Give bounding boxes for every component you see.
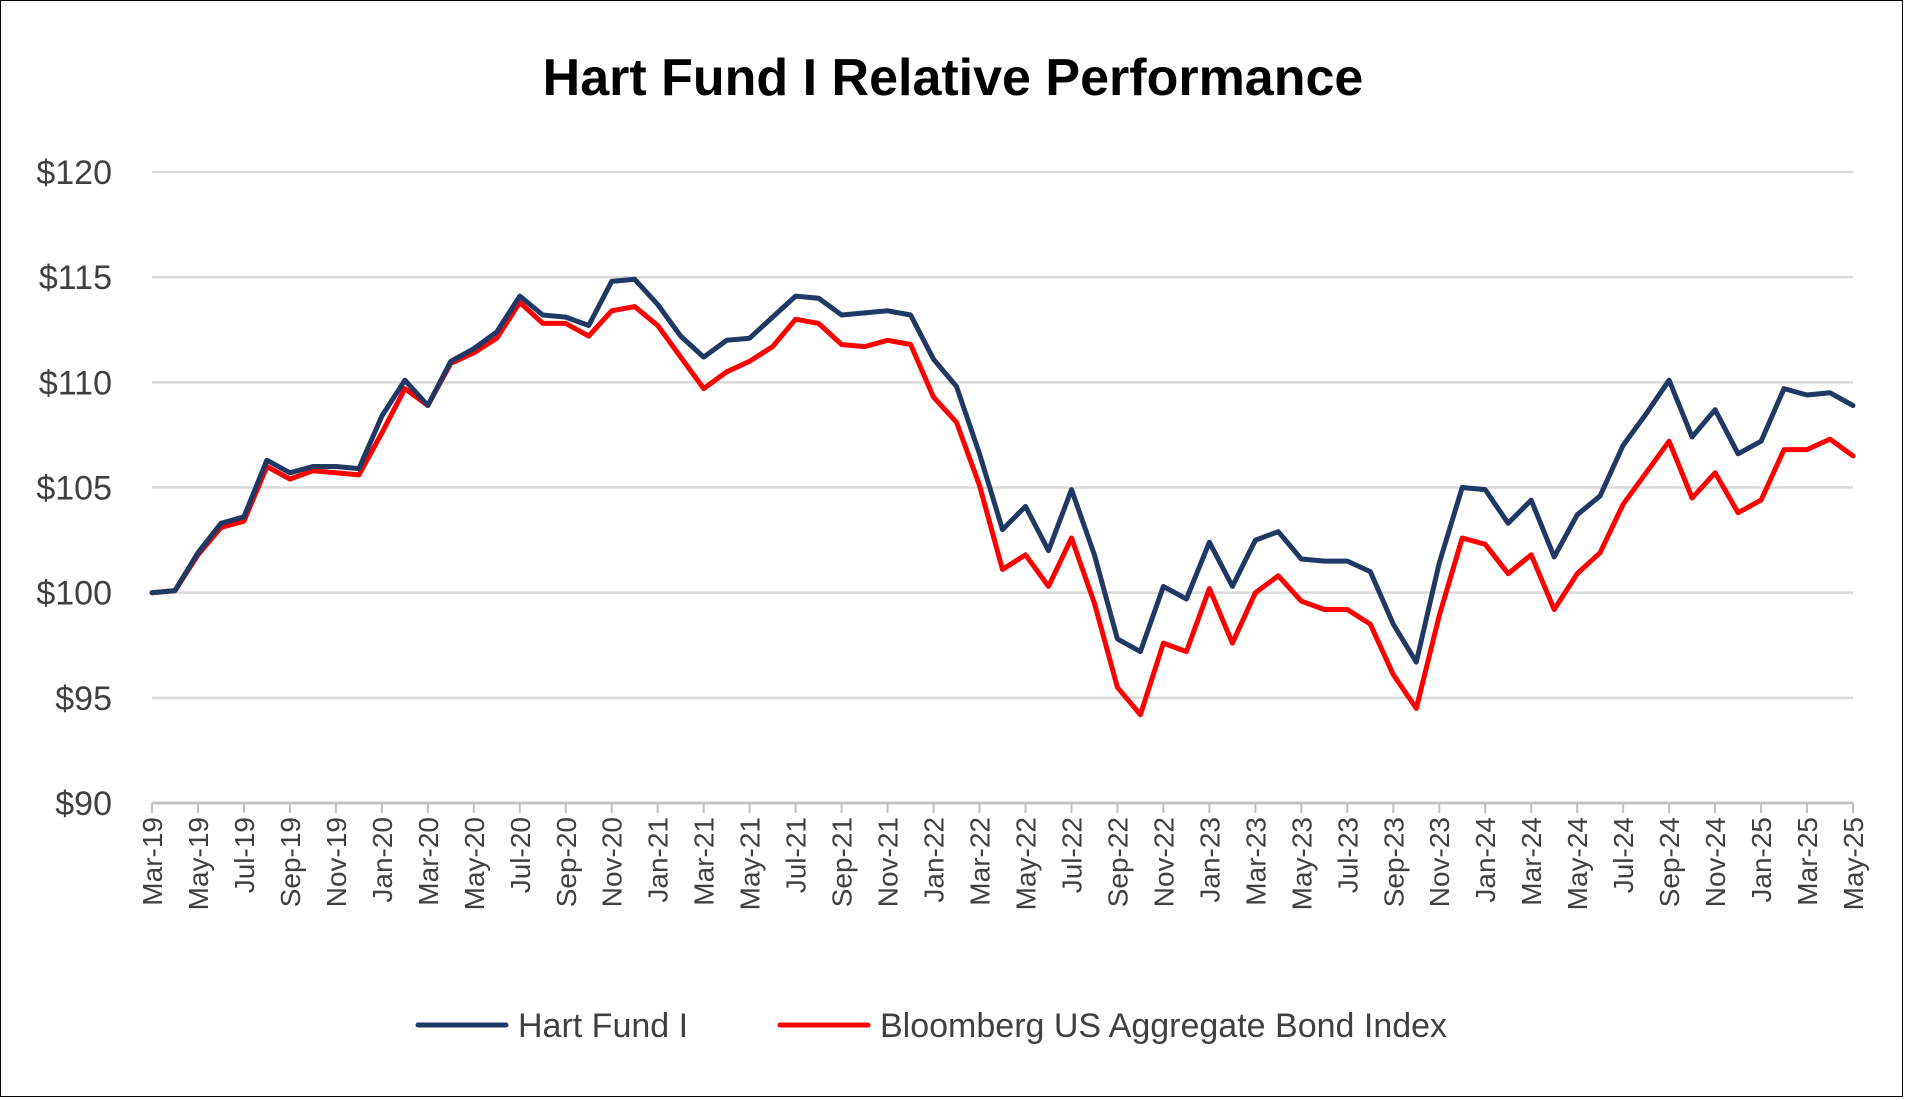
x-tick-label: Mar-21 <box>689 817 720 906</box>
y-tick-label: $90 <box>55 785 112 823</box>
x-tick-label: Mar-19 <box>137 817 168 906</box>
x-tick-label: Mar-20 <box>413 817 444 906</box>
x-tick-label: Jul-19 <box>229 817 260 893</box>
x-tick-label: May-25 <box>1838 817 1869 910</box>
x-tick-label: May-21 <box>735 817 766 910</box>
x-tick-label: May-19 <box>183 817 214 910</box>
y-tick-label: $120 <box>36 154 112 192</box>
x-tick-label: Sep-20 <box>551 817 582 907</box>
x-tick-label: Sep-21 <box>827 817 858 907</box>
x-tick-label: Mar-23 <box>1240 817 1271 906</box>
series-lines <box>149 276 1856 718</box>
x-tick-label: Nov-20 <box>597 817 628 907</box>
x-tick-label: May-23 <box>1286 817 1317 910</box>
legend: Hart Fund I Bloomberg US Aggregate Bond I… <box>415 1007 1447 1045</box>
x-tick-label: Jul-24 <box>1608 817 1639 893</box>
x-tick-label: Sep-24 <box>1654 817 1685 907</box>
legend-label: Hart Fund I <box>518 1007 688 1045</box>
x-tick-label: May-22 <box>1010 817 1041 910</box>
x-tick-label: Jan-21 <box>643 817 674 903</box>
x-tick-label: Mar-25 <box>1792 817 1823 906</box>
x-tick-label: Jul-22 <box>1056 817 1087 893</box>
x-tick-label: Sep-22 <box>1102 817 1133 907</box>
x-tick-label: Nov-21 <box>873 817 904 907</box>
x-tick-label: Jan-24 <box>1470 817 1501 903</box>
x-tick-label: Jul-23 <box>1332 817 1363 893</box>
x-tick-label: Nov-24 <box>1700 817 1731 907</box>
series-line <box>149 299 1856 718</box>
x-tick-label: Jan-20 <box>367 817 398 903</box>
x-tick-label: Jan-22 <box>919 817 950 903</box>
x-tick-label: Mar-22 <box>965 817 996 906</box>
x-axis: Mar-19 May-19 Jul-19 Sep-19 Nov-19 Jan-20 Mar-… <box>137 801 1869 910</box>
y-tick-label: $115 <box>39 259 112 297</box>
gridlines <box>152 170 1853 805</box>
x-tick-label: Jan-23 <box>1194 817 1225 903</box>
x-tick-label: Sep-19 <box>275 817 306 907</box>
x-tick-label: Nov-22 <box>1148 817 1179 907</box>
x-tick-label: Nov-19 <box>321 817 352 907</box>
legend-label: Bloomberg US Aggregate Bond Index <box>880 1007 1447 1045</box>
chart-title: Hart Fund I Relative Performance <box>543 49 1364 107</box>
x-tick-label: Mar-24 <box>1516 817 1547 906</box>
y-tick-label: $95 <box>55 680 112 718</box>
y-tick-label: $105 <box>36 470 112 508</box>
x-tick-label: Jul-20 <box>505 817 536 893</box>
y-tick-label: $100 <box>36 575 112 613</box>
x-tick-label: May-20 <box>459 817 490 910</box>
y-axis-ticks: $90 $95 $100 $105 $110 $115 $120 <box>36 154 112 823</box>
y-tick-label: $110 <box>39 364 112 402</box>
x-tick-label: Nov-23 <box>1424 817 1455 907</box>
series-line <box>149 276 1856 665</box>
x-tick-label: Jan-25 <box>1746 817 1777 903</box>
x-tick-label: Jul-21 <box>781 817 812 893</box>
x-tick-label: Sep-23 <box>1378 817 1409 907</box>
x-tick-label: May-24 <box>1562 817 1593 910</box>
